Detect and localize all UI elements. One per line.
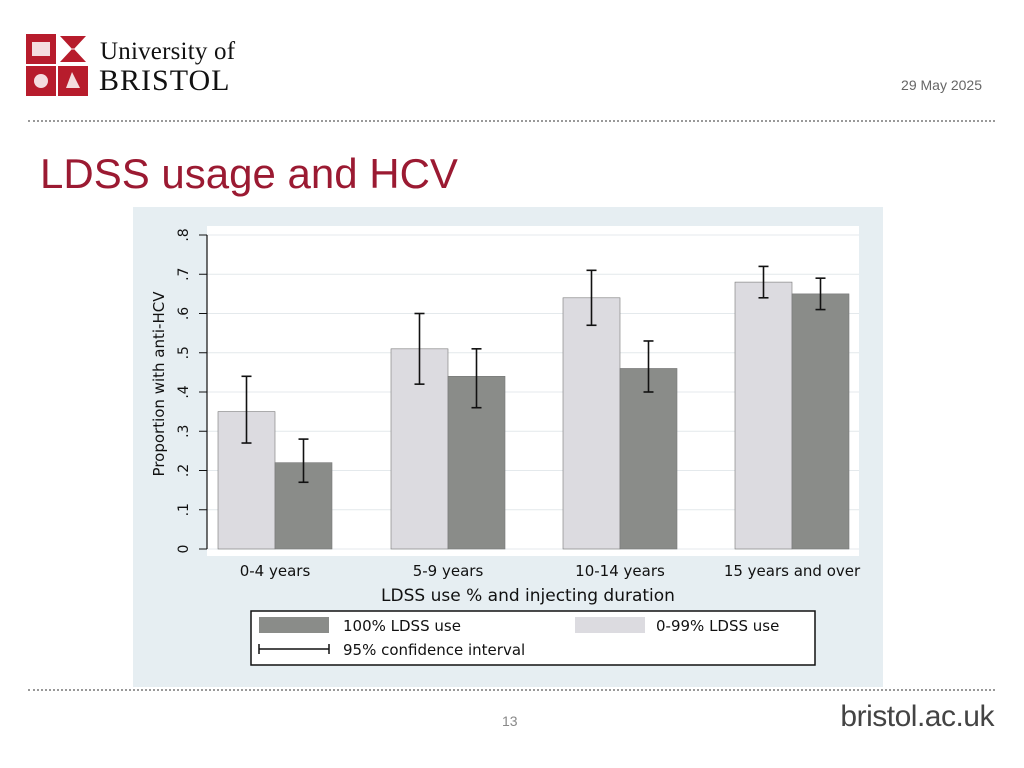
legend-label-100: 100% LDSS use	[343, 617, 461, 635]
y-tick-label: .8	[176, 228, 192, 241]
x-tick-label: 10-14 years	[575, 562, 665, 580]
footer-divider	[28, 689, 995, 691]
bar	[734, 281, 793, 550]
legend-label-ci: 95% confidence interval	[343, 641, 525, 659]
legend-box	[250, 610, 816, 666]
x-tick-label: 0-4 years	[240, 562, 311, 580]
legend-label-0-99: 0-99% LDSS use	[656, 617, 779, 635]
bar	[562, 297, 621, 550]
y-axis-label: Proportion with anti-HCV	[150, 291, 168, 477]
bristol-crest-icon	[26, 34, 88, 96]
chart-panel: 0 .1 .2 .3 .4 .5 .6 .7 .8 0-4 years 5-9 years 10-14…	[133, 207, 883, 687]
bar-chart: 0 .1 .2 .3 .4 .5 .6 .7 .8 0-4 years 5-9 years 10-14…	[150, 226, 861, 666]
y-tick-label: .2	[176, 464, 192, 477]
y-tick-label: .4	[176, 385, 192, 398]
logo-text-line2: BRISTOL	[99, 64, 231, 97]
slide-date: 29 May 2025	[901, 77, 982, 93]
page-number: 13	[502, 713, 518, 729]
y-tick-label: .7	[176, 268, 192, 281]
x-tick-label: 15 years and over	[724, 562, 861, 580]
legend-swatch-100	[259, 617, 329, 633]
university-logo	[26, 30, 256, 100]
y-tick-label: .5	[176, 346, 192, 359]
legend-swatch-0-99	[575, 617, 645, 633]
logo-text-line1: University of	[100, 38, 236, 65]
y-tick-label: 0	[176, 545, 192, 554]
bar	[791, 293, 850, 550]
y-tick-label: .6	[176, 307, 192, 320]
legend-ci-symbol	[258, 644, 330, 654]
x-tick-label: 5-9 years	[413, 562, 484, 580]
y-tick-label: .1	[176, 503, 192, 516]
header-divider	[28, 120, 995, 122]
slide-title: LDSS usage and HCV	[40, 150, 458, 197]
y-tick-label: .3	[176, 425, 192, 438]
x-axis-label: LDSS use % and injecting duration	[381, 586, 675, 606]
website-url: bristol.ac.uk	[840, 700, 994, 733]
bar	[619, 368, 678, 550]
